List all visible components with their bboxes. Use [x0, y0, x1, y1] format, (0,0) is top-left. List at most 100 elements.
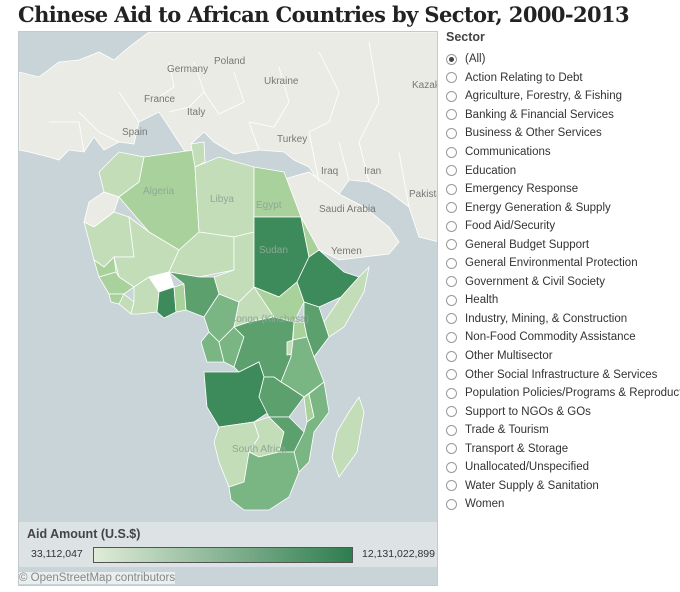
country-south-africa [228, 451, 300, 511]
filter-option[interactable]: Emergency Response [446, 180, 680, 199]
radio-button-icon[interactable] [446, 127, 457, 139]
legend-gradient-bar [93, 547, 353, 563]
legend-min-value: 33,112,047 [31, 548, 83, 560]
country-tunisia [190, 141, 206, 168]
label-turkey: Turkey [277, 134, 307, 145]
filter-option[interactable]: Communications [446, 143, 680, 162]
label-germany: Germany [167, 64, 208, 75]
country-kenya [303, 301, 330, 358]
sector-filter: Sector (All) Action Relating to Debt Agric… [446, 30, 680, 514]
radio-button-icon[interactable] [446, 387, 457, 399]
filter-option[interactable]: Banking & Financial Services [446, 106, 680, 125]
filter-option[interactable]: (All) [446, 50, 680, 69]
filter-option[interactable]: Agriculture, Forestry, & Fishing [446, 87, 680, 106]
country-ghana [156, 286, 177, 319]
filter-option[interactable]: General Budget Support [446, 235, 680, 254]
radio-button-icon[interactable] [446, 165, 457, 177]
filter-title: Sector [446, 30, 485, 44]
filter-option-label: Population Policies/Programs & Reproduct… [465, 387, 680, 400]
filter-option-label: (All) [465, 53, 486, 66]
label-france: France [144, 94, 176, 105]
radio-button-icon[interactable] [446, 202, 457, 214]
color-legend: Aid Amount (U.S.$) 33,112,047 12,131,022… [19, 522, 437, 567]
filter-option[interactable]: Unallocated/Unspecified [446, 458, 680, 477]
radio-button-icon[interactable] [446, 424, 457, 436]
filter-option[interactable]: Business & Other Services [446, 124, 680, 143]
filter-option[interactable]: Transport & Storage [446, 439, 680, 458]
filter-option[interactable]: Energy Generation & Supply [446, 198, 680, 217]
filter-option[interactable]: Non-Food Commodity Assistance [446, 328, 680, 347]
filter-option[interactable]: General Environmental Protection [446, 254, 680, 273]
label-pakistan: Pakista [409, 189, 438, 200]
filter-option[interactable]: Support to NGOs & GOs [446, 402, 680, 421]
filter-option[interactable]: Trade & Tourism [446, 421, 680, 440]
radio-button-icon[interactable] [446, 480, 457, 492]
filter-option-label: Emergency Response [465, 183, 579, 196]
map-labels: Poland Germany Ukraine Kazak France Ital… [122, 56, 438, 455]
filter-options-list: (All) Action Relating to Debt Agriculture,… [446, 50, 680, 514]
filter-option-label: Support to NGOs & GOs [465, 405, 591, 418]
map-attribution[interactable]: © OpenStreetMap contributors [19, 572, 176, 584]
radio-button-icon[interactable] [446, 90, 457, 102]
legend-max-value: 12,131,022,899 [362, 548, 435, 560]
label-south-africa: South Africa [232, 444, 286, 455]
filter-option-label: Energy Generation & Supply [465, 201, 611, 214]
filter-option-label: Health [465, 294, 499, 307]
africa-countries[interactable] [83, 141, 370, 511]
radio-button-icon[interactable] [446, 461, 457, 473]
filter-option[interactable]: Action Relating to Debt [446, 69, 680, 88]
filter-option-label: Food Aid/Security [465, 220, 556, 233]
filter-option[interactable]: Population Policies/Programs & Reproduct… [446, 384, 680, 403]
legend-title: Aid Amount (U.S.$) [27, 527, 141, 541]
label-ukraine: Ukraine [264, 76, 299, 87]
radio-button-icon[interactable] [446, 146, 457, 158]
radio-button-icon[interactable] [446, 406, 457, 418]
radio-button-icon[interactable] [446, 498, 457, 510]
filter-option-label: Other Multisector [465, 350, 553, 363]
radio-button-icon[interactable] [446, 72, 457, 84]
filter-option-label: Industry, Mining, & Construction [465, 312, 628, 325]
filter-option[interactable]: Education [446, 161, 680, 180]
radio-button-icon[interactable] [446, 443, 457, 455]
label-spain: Spain [122, 127, 148, 138]
label-algeria: Algeria [143, 186, 175, 197]
radio-button-icon[interactable] [446, 257, 457, 269]
label-kazakhstan: Kazak [412, 80, 438, 91]
filter-option-label: Agriculture, Forestry, & Fishing [465, 90, 623, 103]
filter-option-label: Action Relating to Debt [465, 71, 583, 84]
radio-button-icon[interactable] [446, 331, 457, 343]
radio-button-icon[interactable] [446, 276, 457, 288]
label-italy: Italy [187, 107, 205, 118]
radio-button-icon[interactable] [446, 313, 457, 325]
filter-option[interactable]: Health [446, 291, 680, 310]
label-sudan: Sudan [259, 245, 288, 256]
radio-button-icon[interactable] [446, 294, 457, 306]
filter-option[interactable]: Food Aid/Security [446, 217, 680, 236]
filter-option-label: Unallocated/Unspecified [465, 461, 590, 474]
filter-option[interactable]: Other Social Infrastructure & Services [446, 365, 680, 384]
filter-option[interactable]: Other Multisector [446, 347, 680, 366]
filter-option[interactable]: Women [446, 495, 680, 514]
filter-option-label: Business & Other Services [465, 127, 602, 140]
radio-button-icon[interactable] [446, 239, 457, 251]
country-eq-guinea-gabon [200, 331, 225, 363]
map-view[interactable]: Poland Germany Ukraine Kazak France Ital… [18, 31, 438, 586]
filter-option[interactable]: Water Supply & Sanitation [446, 477, 680, 496]
filter-option[interactable]: Government & Civil Society [446, 273, 680, 292]
radio-button-icon[interactable] [446, 53, 457, 65]
label-egypt: Egypt [256, 200, 282, 211]
label-iraq: Iraq [321, 166, 338, 177]
radio-button-icon[interactable] [446, 183, 457, 195]
filter-option-label: Government & Civil Society [465, 275, 605, 288]
page-title: Chinese Aid to African Countries by Sect… [18, 2, 630, 27]
label-libya: Libya [210, 194, 234, 205]
filter-option[interactable]: Industry, Mining, & Construction [446, 310, 680, 329]
filter-option-label: General Environmental Protection [465, 257, 638, 270]
radio-button-icon[interactable] [446, 220, 457, 232]
label-saudi-arabia: Saudi Arabia [319, 204, 376, 215]
country-senegal [93, 256, 117, 278]
radio-button-icon[interactable] [446, 109, 457, 121]
radio-button-icon[interactable] [446, 369, 457, 381]
radio-button-icon[interactable] [446, 350, 457, 362]
map-canvas[interactable]: Poland Germany Ukraine Kazak France Ital… [19, 32, 438, 586]
